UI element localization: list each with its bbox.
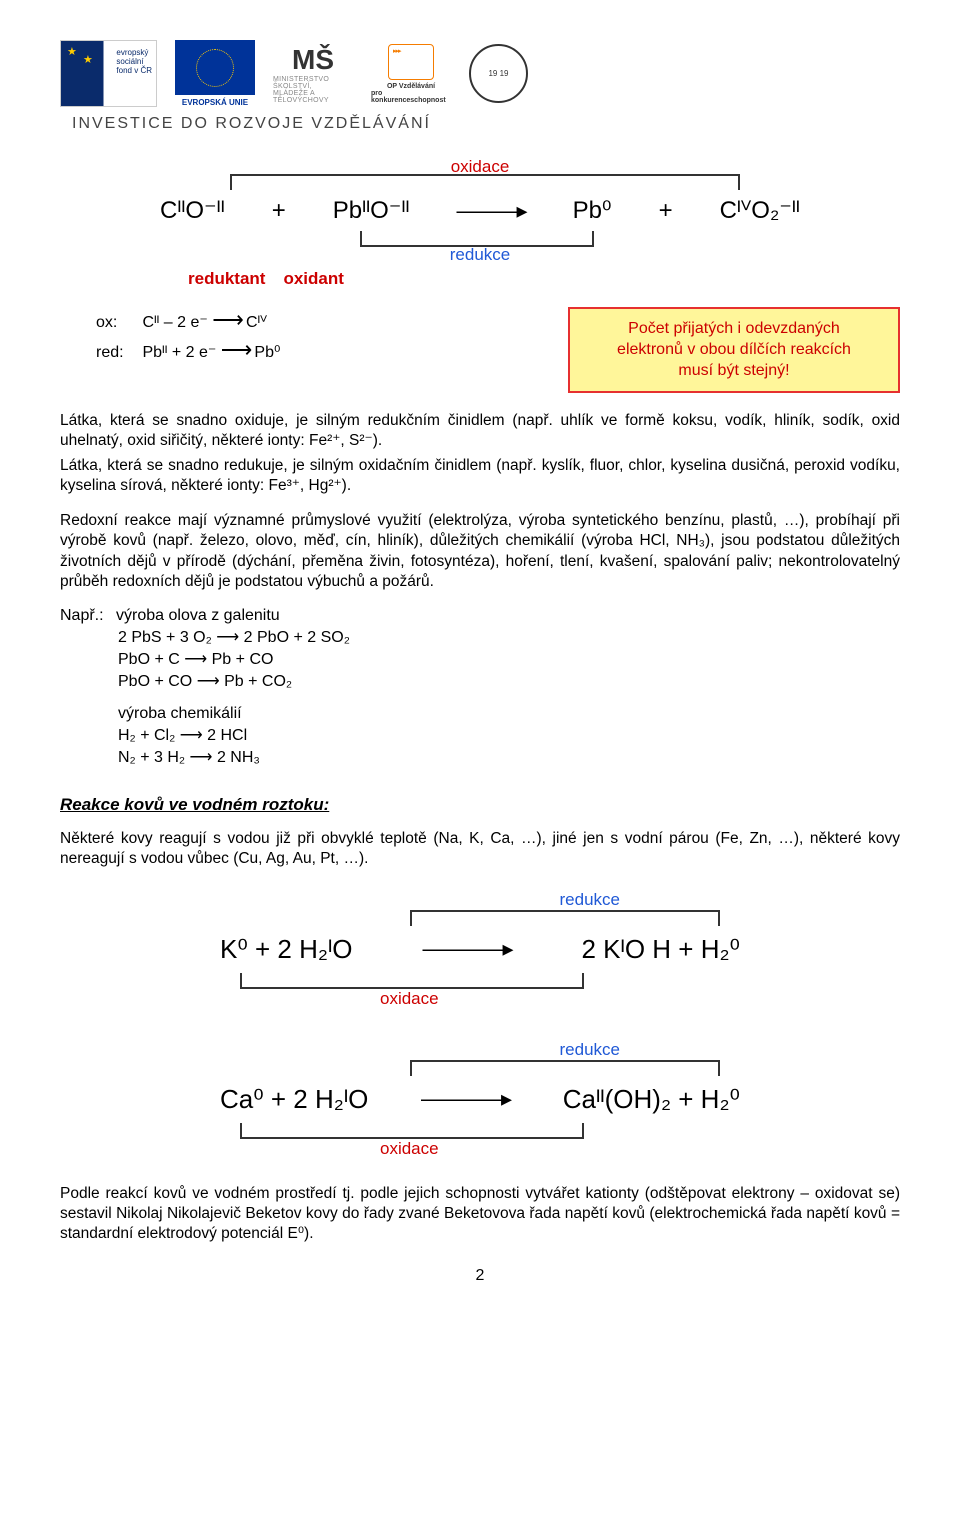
paragraph-1: Látka, která se snadno oxiduje, je silný…	[60, 411, 900, 452]
arrow-icon: ⟶	[212, 307, 246, 332]
investice-heading: INVESTICE DO ROZVOJE VZDĚLÁVÁNÍ	[72, 115, 900, 133]
msmt-icon: MŠ	[292, 44, 334, 76]
msmt-label-1: MINISTERSTVO ŠKOLSTVÍ,	[273, 76, 353, 90]
redox-diagram-K: redukce K⁰ + 2 H₂ᴵO ————▸ 2 KᴵO H + H₂⁰ …	[200, 884, 760, 1012]
napr-label: Např.:	[60, 607, 104, 624]
page-container: evropský sociální fond v ČR EVROPSKÁ UNI…	[0, 0, 960, 1315]
info-line-3: musí být stejný!	[584, 361, 884, 382]
eq-4: H₂ + Cl₂ ⟶ 2 HCl	[118, 725, 900, 745]
half-ox-r: Cᴵⱽ	[246, 314, 267, 331]
half-ox-label: ox:	[96, 314, 138, 332]
under-labels: reduktant oxidant	[188, 269, 800, 289]
eq-2: PbO + C ⟶ Pb + CO	[118, 649, 900, 669]
eu-flag-icon	[175, 40, 255, 95]
arrow-icon: ————▸	[421, 1086, 510, 1112]
eq-K-left: K⁰ + 2 H₂ᴵO	[220, 934, 353, 965]
gear-logo: 19 19	[469, 44, 528, 103]
redox-diagram-Ca: redukce Ca⁰ + 2 H₂ᴵO ————▸ Caᴵᴵ(OH)₂ + H…	[200, 1034, 760, 1162]
msmt-logo: MŠ MINISTERSTVO ŠKOLSTVÍ, MLÁDEŽE A TĚLO…	[273, 41, 353, 106]
opvk-label-2: pro konkurenceschopnost	[371, 90, 451, 104]
paragraph-5: Podle reakcí kovů ve vodném prostředí tj…	[60, 1184, 900, 1245]
arrow-icon: ————▸	[422, 936, 511, 962]
eq1-right1: Pb⁰	[573, 196, 612, 225]
redukce-label-k: redukce	[200, 890, 620, 910]
half-ox: Cᴵᴵ – 2 e⁻	[142, 314, 207, 331]
main-equation-1: CᴵᴵO⁻ᴵᴵ + PbᴵᴵO⁻ᴵᴵ ———▸ Pb⁰ + CᴵⱽO₂⁻ᴵᴵ	[160, 190, 800, 231]
eq1-left2: PbᴵᴵO⁻ᴵᴵ	[333, 196, 410, 225]
info-line-1: Počet přijatých i odevzdaných	[584, 319, 884, 340]
info-box: Počet přijatých i odevzdaných elektronů …	[568, 307, 900, 393]
eu-logo: EVROPSKÁ UNIE	[175, 40, 255, 107]
eq-5: N₂ + 3 H₂ ⟶ 2 NH₃	[118, 747, 900, 767]
opvk-logo: OP Vzdělávání pro konkurenceschopnost	[371, 41, 451, 106]
oxidace-label-k: oxidace	[380, 989, 760, 1009]
reduktant-label: reduktant	[188, 269, 265, 289]
eq1-right2: CᴵⱽO₂⁻ᴵᴵ	[720, 196, 800, 225]
eu-label: EVROPSKÁ UNIE	[182, 98, 248, 107]
paragraph-4: Některé kovy reagují s vodou již při obv…	[60, 829, 900, 870]
eq-Ca: Ca⁰ + 2 H₂ᴵO ————▸ Caᴵᴵ(OH)₂ + H₂⁰	[200, 1076, 760, 1123]
redox-diagram-1: oxidace CᴵᴵO⁻ᴵᴵ + PbᴵᴵO⁻ᴵᴵ ———▸ Pb⁰ + Cᴵ…	[160, 157, 800, 289]
half-red-r: Pb⁰	[254, 344, 280, 361]
half-red: Pbᴵᴵ + 2 e⁻	[142, 344, 216, 361]
esf-logo: evropský sociální fond v ČR	[60, 40, 157, 107]
examples-block: Např.: výroba olova z galenitu	[60, 607, 900, 625]
redukce-label: redukce	[160, 245, 800, 265]
oxidant-label: oxidant	[283, 269, 343, 289]
eq-3: PbO + CO ⟶ Pb + CO₂	[118, 671, 900, 691]
info-line-2: elektronů v obou dílčích reakcích	[584, 340, 884, 361]
chem-label: výroba chemikálií	[118, 705, 900, 723]
arrow-icon: ⟶	[221, 337, 255, 362]
opvk-icon	[388, 44, 434, 80]
arrow-icon: ———▸	[457, 198, 526, 224]
logo-row: evropský sociální fond v ČR EVROPSKÁ UNI…	[60, 40, 900, 107]
half-reactions-row: ox: Cᴵᴵ – 2 e⁻ ⟶ Cᴵⱽ red: Pbᴵᴵ + 2 e⁻ ⟶ …	[60, 307, 900, 397]
eq-1: 2 PbS + 3 O₂ ⟶ 2 PbO + 2 SO₂	[118, 627, 900, 647]
gear-text: 19 19	[488, 69, 508, 78]
esf-logo-text: evropský sociální fond v ČR	[116, 49, 152, 75]
eq1-left1: CᴵᴵO⁻ᴵᴵ	[160, 196, 225, 225]
galenit-label: výroba olova z galenitu	[116, 607, 280, 624]
eq-Ca-right: Caᴵᴵ(OH)₂ + H₂⁰	[563, 1084, 740, 1115]
eq-Ca-left: Ca⁰ + 2 H₂ᴵO	[220, 1084, 368, 1115]
paragraph-2: Látka, která se snadno redukuje, je siln…	[60, 456, 900, 497]
page-number: 2	[60, 1267, 900, 1285]
oxidace-label-ca: oxidace	[380, 1139, 760, 1159]
eq-K-right: 2 KᴵO H + H₂⁰	[581, 934, 740, 965]
opvk-label-1: OP Vzdělávání	[387, 83, 435, 90]
paragraph-3: Redoxní reakce mají významné průmyslové …	[60, 511, 900, 593]
half-red-label: red:	[96, 344, 138, 362]
msmt-label-2: MLÁDEŽE A TĚLOVÝCHOVY	[273, 90, 353, 104]
eq-K: K⁰ + 2 H₂ᴵO ————▸ 2 KᴵO H + H₂⁰	[200, 926, 760, 973]
redukce-label-ca: redukce	[200, 1040, 620, 1060]
section-title-2: Reakce kovů ve vodném roztoku:	[60, 795, 900, 815]
